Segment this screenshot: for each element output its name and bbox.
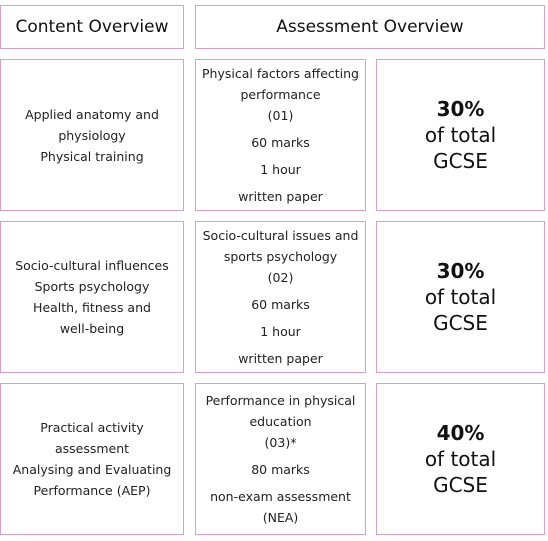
assessment-title-line: sports psychology xyxy=(223,249,338,264)
content-line: Socio-cultural influences xyxy=(15,258,169,273)
content-line: Applied anatomy and xyxy=(25,106,159,122)
assessment-code: (02) xyxy=(267,270,294,285)
assessment-cell-row1: Physical factors affecting performance (… xyxy=(195,59,366,211)
assessment-overview-title: Assessment Overview xyxy=(276,17,464,37)
weight-line1: of total xyxy=(424,447,497,471)
weight-line1: of total xyxy=(424,285,497,309)
assessment-marks: 60 marks xyxy=(251,135,310,150)
content-line: well-being xyxy=(59,321,125,336)
weight-percent: 30% xyxy=(436,97,485,121)
content-overview-title: Content Overview xyxy=(15,17,169,37)
assessment-title-line: performance xyxy=(240,87,321,102)
assessment-duration: 1 hour xyxy=(260,324,301,339)
content-cell-row1: Applied anatomy and physiology Physical … xyxy=(0,59,184,211)
assessment-code: (03)* xyxy=(264,435,297,450)
assessment-type: written paper xyxy=(238,189,323,204)
weight-line2: GCSE xyxy=(433,311,488,335)
weight-percent: 40% xyxy=(436,421,485,445)
weight-line1: of total xyxy=(424,123,497,147)
content-line: Practical activity xyxy=(40,420,144,435)
assessment-code: (01) xyxy=(267,108,294,123)
assessment-title-line: Performance in physical xyxy=(205,393,356,408)
assessment-title-line: Physical factors affecting xyxy=(202,66,359,81)
content-line: Physical training xyxy=(40,148,144,164)
assessment-overview-header: Assessment Overview xyxy=(195,5,545,49)
content-line: assessment xyxy=(54,441,130,456)
assessment-type: written paper xyxy=(238,351,323,366)
weight-cell-row1: 30% of total GCSE xyxy=(376,59,545,211)
assessment-cell-row3: Performance in physical education (03)* … xyxy=(195,383,366,535)
weight-line2: GCSE xyxy=(433,473,488,497)
assessment-duration: non-exam assessment xyxy=(210,489,351,504)
content-cell-row3: Practical activity assessment Analysing … xyxy=(0,383,184,535)
assessment-type: (NEA) xyxy=(262,510,299,525)
content-line: Health, fitness and xyxy=(33,300,151,315)
assessment-title-line: Socio-cultural issues and xyxy=(202,228,359,243)
assessment-title-line: education xyxy=(249,414,312,429)
weight-line2: GCSE xyxy=(433,149,488,173)
content-line: Sports psychology xyxy=(34,279,150,294)
content-overview-header: Content Overview xyxy=(0,5,184,49)
content-cell-row2: Socio-cultural influences Sports psychol… xyxy=(0,221,184,373)
assessment-cell-row2: Socio-cultural issues and sports psychol… xyxy=(195,221,366,373)
assessment-marks: 60 marks xyxy=(251,297,310,312)
content-line: Analysing and Evaluating xyxy=(12,462,172,477)
weight-cell-row2: 30% of total GCSE xyxy=(376,221,545,373)
assessment-marks: 80 marks xyxy=(251,462,310,477)
content-line: physiology xyxy=(58,127,126,143)
weight-percent: 30% xyxy=(436,259,485,283)
assessment-duration: 1 hour xyxy=(260,162,301,177)
content-line: Performance (AEP) xyxy=(33,483,151,498)
weight-cell-row3: 40% of total GCSE xyxy=(376,383,545,535)
